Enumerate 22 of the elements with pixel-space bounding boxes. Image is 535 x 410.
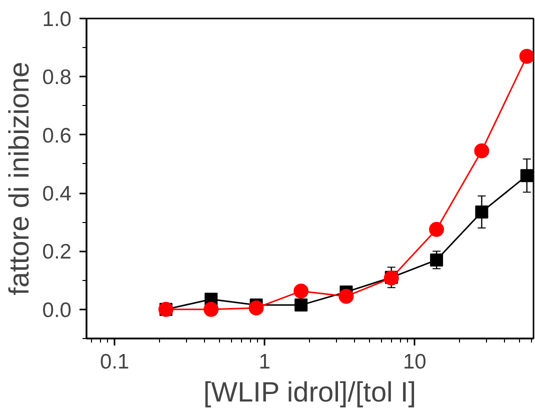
x-tick-label: 10	[402, 350, 426, 374]
point	[294, 284, 309, 299]
point	[430, 253, 444, 266]
y-tick-label: 0.4	[42, 182, 72, 206]
point	[429, 222, 444, 237]
point	[248, 300, 264, 316]
y-tick-label: 1.0	[42, 8, 72, 31]
x-tick-label: 0.1	[100, 350, 130, 374]
point	[204, 302, 219, 317]
x-tick-label: 1	[258, 350, 270, 374]
y-tick-label: 0.2	[42, 240, 72, 264]
point	[475, 205, 488, 218]
y-tick-label: 0.8	[42, 66, 72, 90]
point	[519, 48, 534, 64]
x-axis-title: [WLIP idrol]/[tol I]	[203, 376, 416, 408]
y-axis-title: fattore di inibizione	[3, 62, 34, 296]
point	[520, 169, 534, 182]
point	[294, 298, 308, 312]
point	[474, 143, 490, 158]
point	[338, 288, 354, 304]
y-tick-label: 0.6	[42, 124, 72, 148]
y-tick-label: 0.0	[42, 298, 72, 322]
